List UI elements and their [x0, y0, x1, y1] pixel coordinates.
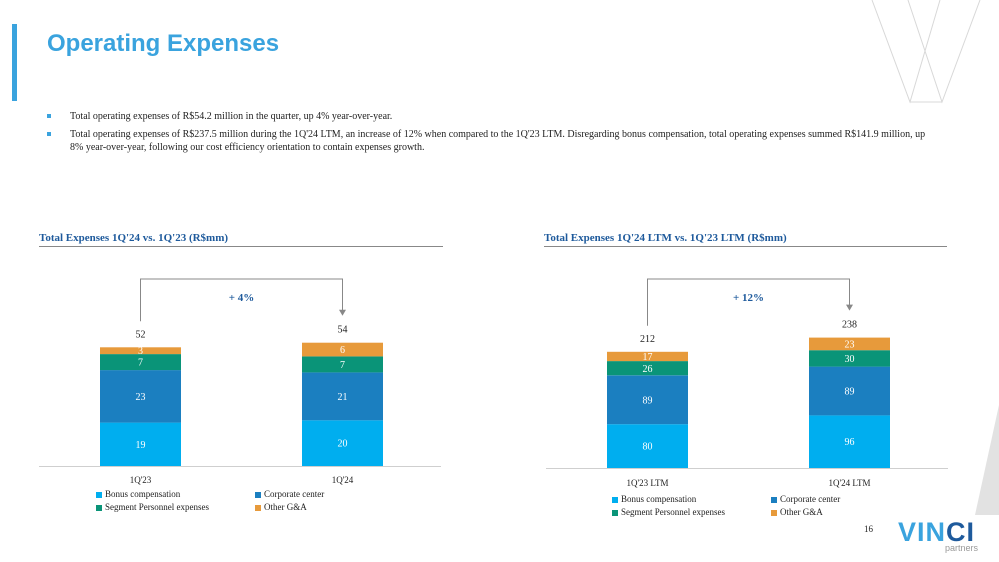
bar-segment-bonus-compensation: [100, 422, 181, 466]
title-accent-bar: [12, 24, 17, 101]
vinci-partners-logo: VINCI partners: [898, 517, 978, 553]
legend-swatch: [612, 496, 618, 503]
decorative-v-lines: [871, 0, 981, 104]
legend-swatch: [255, 491, 261, 498]
chart-2-title: Total Expenses 1Q'24 LTM vs. 1Q'23 LTM (…: [544, 232, 947, 247]
legend-label: Other G&A: [780, 507, 823, 517]
growth-bracket: [140, 278, 343, 322]
legend-label: Other G&A: [264, 502, 307, 512]
total-label: 52: [136, 329, 146, 340]
legend-item: Segment Personnel expenses: [96, 502, 209, 512]
legend-item: Other G&A: [255, 502, 307, 512]
legend-swatch: [771, 509, 777, 516]
bar-segment-corporate-center: [100, 370, 181, 423]
category-label: 1Q'24 LTM: [828, 478, 870, 488]
growth-arrowhead: [846, 304, 853, 311]
data-label: 17: [643, 352, 653, 363]
legend-label: Segment Personnel expenses: [621, 507, 725, 517]
bar-segment-segment-personnel-expenses: [100, 354, 181, 371]
data-label: 19: [136, 440, 146, 451]
summary-bullets: Total operating expenses of R$54.2 milli…: [47, 110, 927, 159]
bullet-marker: [47, 114, 51, 118]
data-label: 7: [138, 358, 143, 369]
growth-label: + 4%: [229, 292, 255, 304]
bar-segment-corporate-center: [607, 375, 688, 425]
logo-subtext: partners: [945, 543, 979, 553]
page-title: Operating Expenses: [47, 30, 280, 57]
legend-label: Corporate center: [780, 494, 841, 504]
growth-bracket: [647, 278, 850, 326]
legend-swatch: [255, 504, 261, 511]
total-label: 238: [842, 320, 857, 331]
category-label: 1Q'23 LTM: [626, 478, 668, 488]
legend-label: Segment Personnel expenses: [105, 502, 209, 512]
bullet-text: Total operating expenses of R$237.5 mill…: [70, 129, 926, 153]
category-label: 1Q'23: [130, 475, 152, 485]
data-label: 23: [845, 339, 855, 350]
growth-label: + 12%: [733, 292, 764, 304]
data-label: 89: [643, 395, 653, 406]
bar-segment-segment-personnel-expenses: [607, 361, 688, 376]
data-label: 26: [643, 364, 653, 375]
legend-item: Bonus compensation: [612, 494, 696, 504]
data-label: 6: [340, 345, 345, 356]
data-label: 3: [138, 346, 143, 357]
logo-text-b: CI: [946, 517, 976, 547]
page-number: 16: [864, 524, 873, 534]
category-label: 1Q'24: [332, 475, 354, 485]
bar-segment-other-g-a: [809, 337, 890, 351]
data-label: 89: [845, 387, 855, 398]
legend-item: Corporate center: [771, 494, 840, 504]
logo-text-a: VIN: [898, 517, 947, 547]
bullet-text: Total operating expenses of R$54.2 milli…: [70, 111, 393, 122]
bar-segment-segment-personnel-expenses: [809, 350, 890, 367]
bar-segment-other-g-a: [302, 342, 383, 357]
bar-segment-bonus-compensation: [607, 424, 688, 468]
bullet-item: Total operating expenses of R$237.5 mill…: [47, 128, 927, 154]
bar-segment-other-g-a: [100, 347, 181, 355]
legend-swatch: [96, 504, 102, 511]
data-label: 21: [338, 392, 348, 403]
data-label: 30: [845, 354, 855, 365]
bullet-item: Total operating expenses of R$54.2 milli…: [47, 110, 927, 123]
total-label: 212: [640, 334, 655, 345]
legend-label: Bonus compensation: [105, 489, 181, 499]
bar-segment-corporate-center: [809, 366, 890, 416]
growth-arrowhead: [339, 309, 346, 316]
legend-swatch: [771, 496, 777, 503]
bar-segment-bonus-compensation: [302, 420, 383, 466]
data-label: 96: [845, 437, 855, 448]
legend-item: Segment Personnel expenses: [612, 507, 725, 517]
bar-segment-bonus-compensation: [809, 415, 890, 468]
legend-swatch: [96, 491, 102, 498]
legend-label: Corporate center: [264, 489, 325, 499]
bar-segment-segment-personnel-expenses: [302, 356, 383, 373]
legend-swatch: [612, 509, 618, 516]
legend-item: Bonus compensation: [96, 489, 180, 499]
data-label: 23: [136, 392, 146, 403]
chart-1-title: Total Expenses 1Q'24 vs. 1Q'23 (R$mm): [39, 232, 443, 247]
bar-segment-corporate-center: [302, 372, 383, 421]
legend-label: Bonus compensation: [621, 494, 697, 504]
decorative-corner-shape: [975, 405, 999, 515]
data-label: 20: [338, 439, 348, 450]
data-label: 7: [340, 360, 345, 371]
bullet-marker: [47, 132, 51, 136]
legend-item: Other G&A: [771, 507, 823, 517]
bar-segment-other-g-a: [607, 351, 688, 362]
data-label: 80: [643, 442, 653, 453]
total-label: 54: [338, 325, 348, 336]
legend-item: Corporate center: [255, 489, 324, 499]
